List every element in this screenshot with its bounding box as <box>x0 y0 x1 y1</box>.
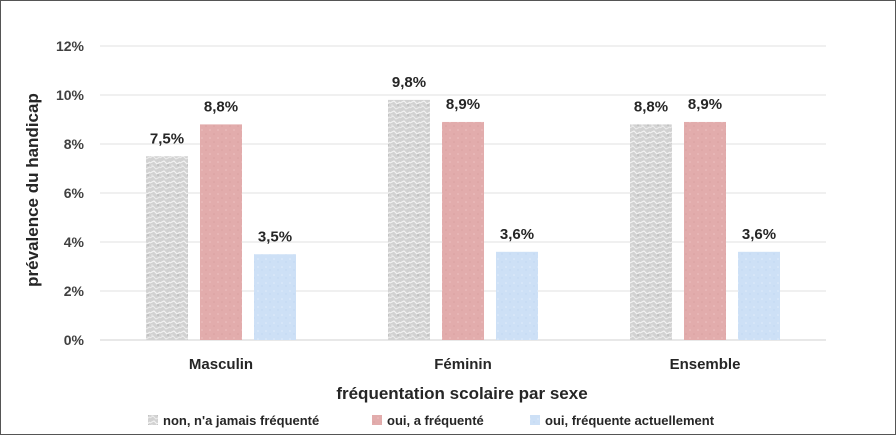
bar-masculin-oui-frequente-actuellement <box>254 254 296 340</box>
bar-feminin-oui-a-frequente <box>442 121 484 340</box>
bars <box>146 99 780 341</box>
data-label: 3,5% <box>258 228 292 245</box>
y-tick-label: 2% <box>64 283 85 299</box>
bar-masculin-oui-a-frequente <box>200 124 242 341</box>
data-label: 8,8% <box>204 98 238 115</box>
y-tick-label: 10% <box>56 87 85 103</box>
y-tick-label: 0% <box>64 332 85 348</box>
bar-ensemble-oui-a-frequente <box>684 121 726 340</box>
y-axis-title: prévalence du handicap <box>23 93 42 287</box>
y-tick-labels: 0% 2% 4% 6% 8% 10% 12% <box>56 38 85 348</box>
legend-swatch <box>148 415 158 425</box>
legend-swatch <box>372 415 382 425</box>
data-label: 8,9% <box>688 96 722 113</box>
legend-label: non, n'a jamais fréquenté <box>163 413 319 428</box>
category-label-ensemble: Ensemble <box>670 356 741 373</box>
data-label: 7,5% <box>150 130 184 147</box>
bar-ensemble-non-n-a-jamais-frequente <box>630 124 672 341</box>
data-label: 3,6% <box>742 226 776 243</box>
y-tick-label: 12% <box>56 38 85 54</box>
bar-feminin-oui-frequente-actuellement <box>496 251 538 340</box>
category-label-masculin: Masculin <box>189 356 253 373</box>
legend-item-oui-frequente-actuellement: oui, fréquente actuellement <box>530 413 715 428</box>
y-tick-label: 8% <box>64 136 85 152</box>
legend-swatch <box>530 415 540 425</box>
data-labels: 7,5% 8,8% 3,5% 9,8% 8,9% 3,6% 8,8% 8,9% 3,6% <box>150 74 776 245</box>
bar-feminin-non-n-a-jamais-frequente <box>388 99 430 341</box>
legend-item-non-n-a-jamais-frequente: non, n'a jamais fréquenté <box>148 413 319 428</box>
legend-label: oui, fréquente actuellement <box>545 413 715 428</box>
legend: non, n'a jamais fréquenté oui, a fréquent… <box>148 413 715 428</box>
category-labels: Masculin Féminin Ensemble <box>189 356 741 373</box>
y-tick-label: 4% <box>64 234 85 250</box>
legend-item-oui-a-frequente: oui, a fréquenté <box>372 413 484 428</box>
bar-ensemble-oui-frequente-actuellement <box>738 251 780 340</box>
data-label: 8,9% <box>446 96 480 113</box>
data-label: 9,8% <box>392 74 426 91</box>
y-tick-label: 6% <box>64 185 85 201</box>
legend-label: oui, a fréquenté <box>387 413 484 428</box>
x-axis-title: fréquentation scolaire par sexe <box>336 384 587 403</box>
bar-masculin-non-n-a-jamais-frequente <box>146 156 188 340</box>
category-label-feminin: Féminin <box>434 356 492 373</box>
data-label: 8,8% <box>634 98 668 115</box>
data-label: 3,6% <box>500 226 534 243</box>
